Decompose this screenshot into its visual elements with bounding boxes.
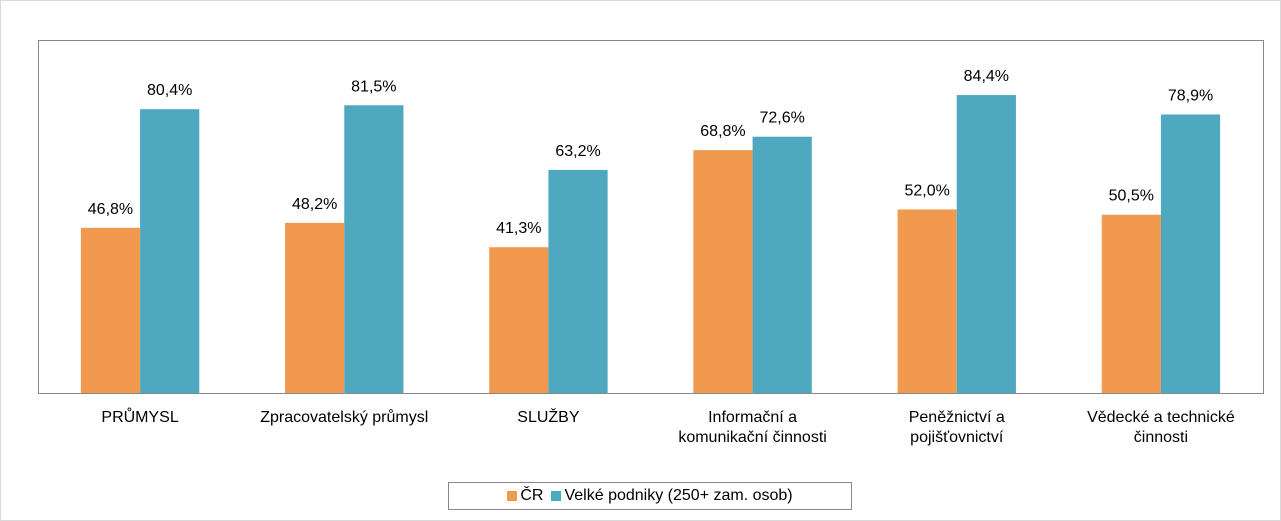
x-tick-label: PRŮMYSL — [101, 409, 179, 426]
x-tick-label: Vědecké a technické činnosti — [1087, 409, 1235, 446]
bar — [344, 105, 404, 394]
data-label: 48,2% — [292, 196, 337, 213]
legend-swatch — [551, 491, 562, 501]
data-label: 84,4% — [964, 68, 1009, 85]
legend-swatch — [507, 491, 518, 501]
legend-item: ČR — [507, 487, 543, 505]
bar — [1160, 114, 1221, 393]
bar — [752, 136, 812, 394]
data-label: 72,6% — [760, 110, 805, 127]
data-label: 68,8% — [700, 123, 745, 140]
data-label: 80,4% — [147, 82, 192, 99]
data-label: 46,8% — [88, 201, 133, 218]
x-tick-label: Informační a komunikační činnosti — [678, 409, 827, 446]
bar — [693, 150, 753, 393]
bar — [548, 169, 608, 393]
bar — [489, 247, 549, 393]
data-label: 50,5% — [1109, 188, 1154, 205]
bar — [1101, 214, 1161, 393]
bar — [956, 95, 1016, 394]
x-tick-label: Peněžnictví a pojišťovnictví — [908, 409, 1005, 446]
x-tick-label: SLUŽBY — [517, 409, 580, 426]
bar — [285, 222, 345, 393]
data-label: 78,9% — [1168, 87, 1213, 104]
legend: ČR Velké podniky (250+ zam. osob) — [448, 482, 852, 510]
bar — [80, 227, 141, 393]
legend-label: ČR — [520, 487, 544, 504]
legend-item: Velké podniky (250+ zam. osob) — [551, 487, 793, 505]
data-label: 63,2% — [555, 143, 600, 160]
data-label: 41,3% — [496, 220, 541, 237]
bar — [140, 109, 200, 394]
data-label: 81,5% — [351, 78, 396, 95]
bar — [897, 209, 957, 393]
data-label: 52,0% — [904, 182, 949, 199]
legend-label: Velké podniky (250+ zam. osob) — [564, 487, 793, 504]
x-tick-label: Zpracovatelský průmysl — [260, 409, 429, 426]
plot-area — [38, 40, 1264, 394]
